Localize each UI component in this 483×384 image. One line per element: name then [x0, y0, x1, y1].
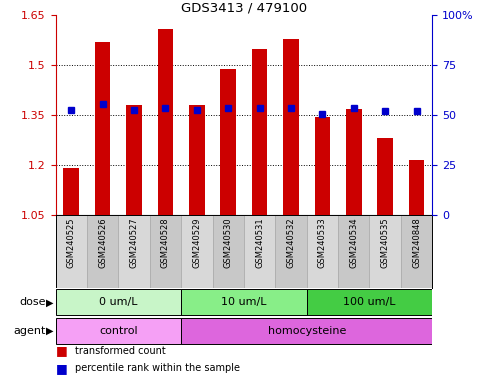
- Text: GSM240530: GSM240530: [224, 217, 233, 268]
- Bar: [157, 29, 173, 215]
- Text: 0 um/L: 0 um/L: [99, 297, 138, 308]
- Bar: [409, 160, 425, 215]
- Text: ■: ■: [56, 362, 67, 374]
- Text: transformed count: transformed count: [75, 346, 166, 356]
- Bar: [189, 105, 205, 215]
- Bar: [63, 169, 79, 215]
- Bar: [244, 215, 275, 288]
- Bar: [377, 139, 393, 215]
- Bar: [181, 290, 307, 315]
- Text: GSM240527: GSM240527: [129, 217, 139, 268]
- Text: agent: agent: [14, 326, 46, 336]
- Bar: [118, 215, 150, 288]
- Text: GSM240848: GSM240848: [412, 217, 421, 268]
- Text: GSM240525: GSM240525: [67, 217, 76, 268]
- Bar: [401, 215, 432, 288]
- Bar: [56, 215, 87, 288]
- Bar: [87, 215, 118, 288]
- Bar: [307, 215, 338, 288]
- Text: 10 um/L: 10 um/L: [221, 297, 267, 308]
- Text: GSM240533: GSM240533: [318, 217, 327, 268]
- Bar: [181, 215, 213, 288]
- Text: ▶: ▶: [45, 297, 53, 308]
- Text: GSM240534: GSM240534: [349, 217, 358, 268]
- Text: percentile rank within the sample: percentile rank within the sample: [75, 363, 240, 373]
- Bar: [252, 49, 268, 215]
- Text: GSM240535: GSM240535: [381, 217, 390, 268]
- Bar: [126, 105, 142, 215]
- Bar: [275, 215, 307, 288]
- Text: 100 um/L: 100 um/L: [343, 297, 396, 308]
- Bar: [314, 117, 330, 215]
- Bar: [56, 290, 181, 315]
- Bar: [181, 318, 432, 344]
- Text: GSM240531: GSM240531: [255, 217, 264, 268]
- Title: GDS3413 / 479100: GDS3413 / 479100: [181, 1, 307, 14]
- Text: GSM240529: GSM240529: [192, 217, 201, 268]
- Bar: [213, 215, 244, 288]
- Text: homocysteine: homocysteine: [268, 326, 346, 336]
- Bar: [150, 215, 181, 288]
- Bar: [369, 215, 401, 288]
- Text: GSM240532: GSM240532: [286, 217, 296, 268]
- Bar: [56, 318, 181, 344]
- Text: ▶: ▶: [45, 326, 53, 336]
- Bar: [220, 69, 236, 215]
- Text: GSM240526: GSM240526: [98, 217, 107, 268]
- Text: ■: ■: [56, 344, 67, 357]
- Bar: [338, 215, 369, 288]
- Bar: [95, 42, 111, 215]
- Text: control: control: [99, 326, 138, 336]
- Bar: [307, 290, 432, 315]
- Text: dose: dose: [19, 297, 46, 308]
- Bar: [346, 109, 362, 215]
- Text: GSM240528: GSM240528: [161, 217, 170, 268]
- Bar: [283, 39, 299, 215]
